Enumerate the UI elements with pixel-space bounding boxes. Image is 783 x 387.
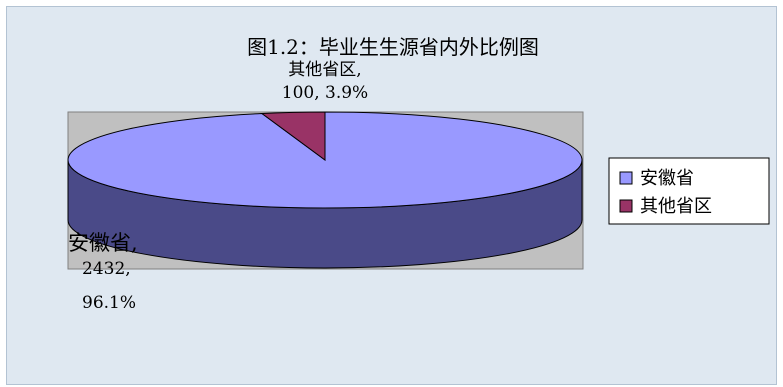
legend-swatch-other [619,199,633,213]
slice-top-other [260,111,326,161]
legend-label-other: 其他省区 [640,196,712,217]
data-label-anhui-name: 安徽省, [68,231,138,255]
pie-layer [67,111,583,269]
legend-box [608,157,770,225]
data-label-other-value: 100, 3.9% [282,83,368,103]
data-label-anhui-percent: 96.1% [82,293,136,313]
legend-label-anhui: 安徽省 [640,168,694,189]
legend: 安徽省 其他省区 [608,157,770,225]
legend-swatch-anhui [619,171,633,185]
data-label-other-name: 其他省区, [288,60,361,80]
chart-title: 图1.2：毕业生生源省内外比例图 [247,35,539,59]
data-label-anhui-value: 2432, [82,259,131,279]
